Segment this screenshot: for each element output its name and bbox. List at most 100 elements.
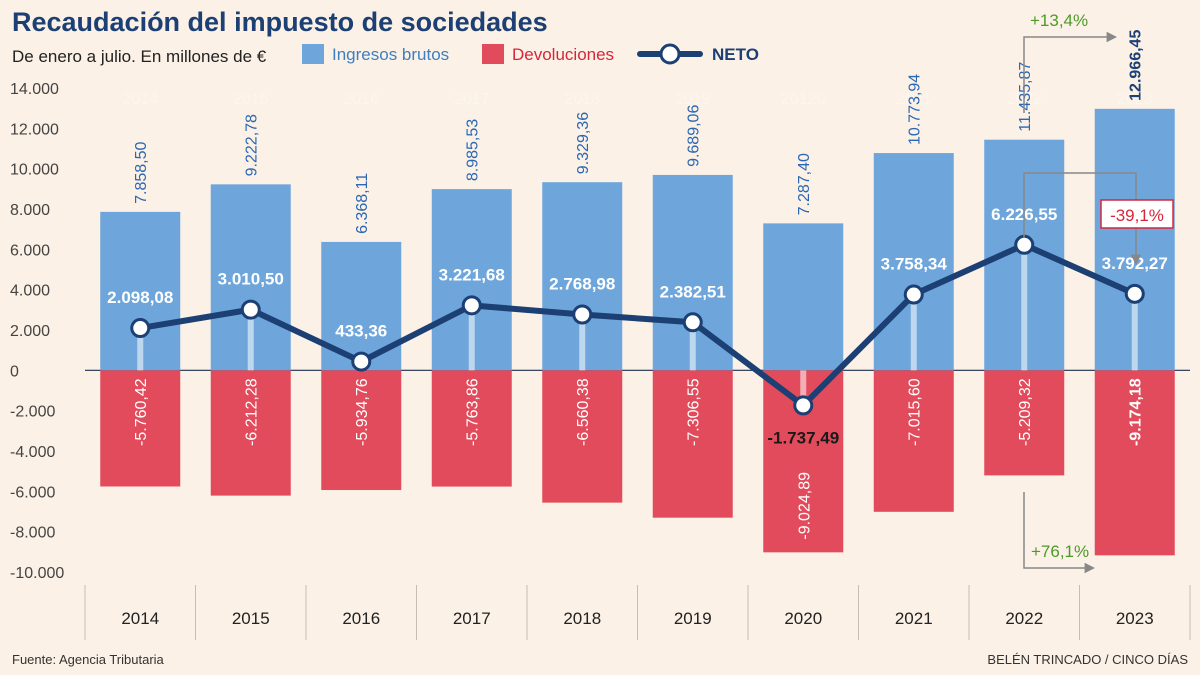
neto-label: 2.382,51: [660, 282, 726, 301]
y-tick-label: -2.000: [10, 404, 55, 421]
legend-swatch-devoluciones: [482, 44, 504, 64]
annotation-ingresos: +13,4%: [1023, 11, 1118, 113]
y-tick-label: 4.000: [10, 283, 50, 300]
y-tick-label: -4.000: [10, 444, 55, 461]
bar-label-devoluciones: -9.024,89: [796, 472, 813, 540]
bar-devoluciones: [873, 370, 954, 512]
bar-label-devoluciones: -9.174,18: [1128, 378, 1145, 446]
annotation-devoluciones: +76,1%: [1023, 492, 1096, 574]
year-watermark: 2016: [343, 91, 379, 108]
bar-devoluciones: [210, 370, 291, 496]
legend-label-devoluciones: Devoluciones: [512, 45, 614, 64]
x-tick-label: 2017: [453, 609, 491, 628]
x-tick-label: 2023: [1116, 609, 1154, 628]
year-watermark-layer: 2014 2015 2016 2017 2018 2019 20120 2021 2022 202…: [122, 91, 1152, 108]
y-tick-label: 6.000: [10, 242, 50, 259]
bar-devoluciones: [542, 370, 623, 503]
bar-devoluciones: [431, 370, 512, 487]
legend-label-neto: NETO: [712, 45, 759, 64]
bar-label-devoluciones: -5.209,32: [1017, 378, 1034, 446]
credit-note: BELÉN TRINCADO / CINCO DÍAS: [987, 652, 1188, 667]
arrow-ingresos: [1023, 31, 1118, 113]
legend-marker-neto: [659, 43, 681, 65]
y-tick-label: 14.000: [10, 81, 59, 98]
bar-devoluciones: [321, 370, 402, 491]
chart-subtitle: De enero a julio. En millones de €: [12, 47, 267, 66]
bar-label-ingresos: 9.222,78: [244, 114, 261, 176]
annotation-devoluciones-text: +76,1%: [1031, 542, 1089, 561]
x-tick-label: 2022: [1005, 609, 1043, 628]
neto-point: [130, 318, 151, 339]
bar-label-ingresos: 6.368,11: [354, 173, 371, 234]
year-watermark: 2021: [896, 91, 932, 108]
bar-label-ingresos: 9.329,36: [575, 112, 592, 174]
x-tick-label: 2015: [232, 609, 270, 628]
source-note: Fuente: Agencia Tributaria: [12, 652, 165, 667]
neto-point: [793, 395, 814, 416]
bar-label-ingresos: 11.435,87: [1017, 62, 1034, 132]
legend-swatch-ingresos: [302, 44, 324, 64]
neto-point: [461, 295, 482, 316]
bar-ingresos: [763, 223, 844, 371]
y-tick-label: -10.000: [10, 565, 64, 582]
neto-point: [572, 304, 593, 325]
bar-devoluciones: [1094, 370, 1175, 556]
neto-label: 3.221,68: [439, 265, 505, 284]
annotation-neto-text: -39,1%: [1110, 206, 1164, 225]
neto-label: 3.792,27: [1102, 254, 1168, 273]
neto-label: 433,36: [335, 322, 387, 341]
bar-labels-layer: 7.858,50 -5.760,42 9.222,78 -6.212,28 6.368,…: [133, 30, 1145, 540]
bar-devoluciones: [652, 370, 733, 518]
y-tick-label: 10.000: [10, 162, 59, 179]
y-tick-label: -6.000: [10, 484, 55, 501]
bar-label-devoluciones: -5.760,42: [133, 378, 150, 446]
bar-label-ingresos: 8.985,53: [465, 119, 482, 181]
bar-devoluciones: [984, 370, 1065, 476]
year-watermark: 2017: [454, 91, 490, 108]
x-tick-label: 2020: [784, 609, 822, 628]
bar-label-devoluciones: -7.015,60: [907, 378, 924, 446]
chart-title: Recaudación del impuesto de sociedades: [12, 7, 548, 37]
neto-label: 3.010,50: [218, 270, 284, 289]
bar-label-ingresos: 7.287,40: [796, 153, 813, 215]
bar-label-ingresos: 7.858,50: [133, 141, 150, 203]
neto-point: [240, 299, 261, 320]
year-watermark: 2018: [564, 91, 600, 108]
y-tick-label: -8.000: [10, 525, 55, 542]
arrow-devoluciones: [1023, 492, 1096, 574]
bar-label-ingresos: 12.966,45: [1128, 30, 1145, 101]
neto-point: [1014, 234, 1035, 255]
neto-line: [137, 241, 1138, 409]
neto-point: [903, 284, 924, 305]
x-tick-label: 2019: [674, 609, 712, 628]
bar-devoluciones: [100, 370, 181, 487]
bar-label-ingresos: 9.689,06: [686, 105, 703, 167]
annotation-neto: -39,1%: [1023, 172, 1174, 266]
neto-line-layer: [130, 234, 1145, 416]
y-tick-label: 2.000: [10, 323, 50, 340]
year-watermark: 2014: [122, 91, 158, 108]
neto-point: [682, 312, 703, 333]
neto-label: -1.737,49: [767, 428, 839, 447]
legend-label-ingresos: Ingresos brutos: [332, 45, 449, 64]
annotation-ingresos-text: +13,4%: [1030, 11, 1088, 30]
neto-point: [1124, 283, 1145, 304]
neto-point: [351, 351, 372, 372]
annotation-neto-box: [1100, 199, 1174, 229]
neto-label: 2.768,98: [549, 274, 615, 293]
neto-label: 3.758,34: [881, 255, 948, 274]
bar-label-devoluciones: -5.934,76: [354, 378, 371, 446]
x-tick-label: 2016: [342, 609, 380, 628]
bars-layer: [100, 108, 1175, 556]
year-watermark: 2019: [675, 91, 711, 108]
year-watermark: 2023: [1117, 91, 1153, 108]
year-watermark: 2015: [233, 91, 269, 108]
bar-label-ingresos: 10.773,94: [907, 74, 924, 145]
bar-label-devoluciones: -6.560,38: [575, 378, 592, 446]
x-axis-layer: 2014 2015 2016 2017 2018 2019 2020 2021 2022 2023: [84, 585, 1191, 640]
bar-label-devoluciones: -7.306,55: [686, 378, 703, 446]
y-tick-label: 8.000: [10, 202, 50, 219]
x-tick-label: 2018: [563, 609, 601, 628]
